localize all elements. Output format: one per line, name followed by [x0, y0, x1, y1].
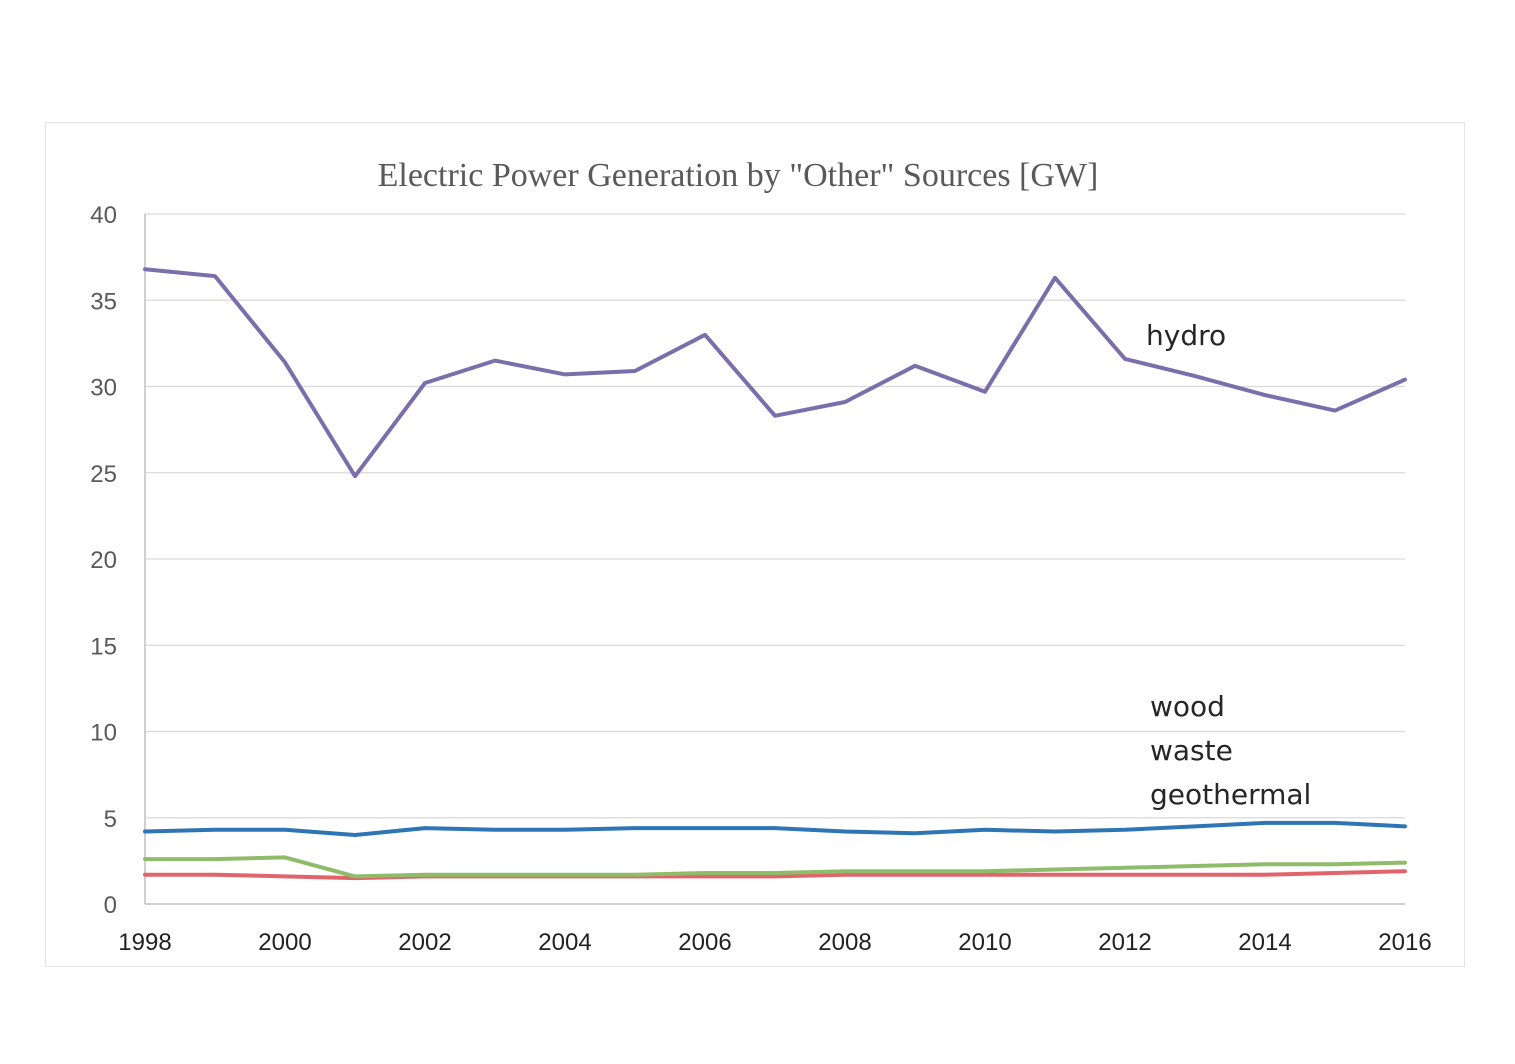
series-label-wood: wood — [1150, 690, 1225, 723]
series-line-hydro — [143, 267, 1407, 479]
y-tick-label: 0 — [104, 892, 117, 919]
x-tick-label: 2014 — [1238, 929, 1291, 956]
x-tick-label: 2008 — [818, 929, 871, 956]
x-tick-label: 2016 — [1378, 929, 1431, 956]
y-axis-ticks: 0 5 10 15 20 25 30 35 40 — [90, 202, 117, 919]
series-label-geothermal: geothermal — [1150, 778, 1311, 811]
chart-frame — [45, 122, 1465, 967]
series-line-waste — [143, 855, 1407, 879]
y-tick-label: 30 — [90, 375, 117, 402]
series-label-waste: waste — [1150, 734, 1233, 767]
x-tick-label: 1998 — [118, 929, 171, 956]
y-tick-label: 35 — [90, 288, 117, 315]
series-line-wood — [143, 820, 1407, 837]
y-tick-label: 10 — [90, 720, 117, 747]
x-tick-label: 2006 — [678, 929, 731, 956]
chart-title: Electric Power Generation by "Other" Sou… — [378, 157, 1099, 194]
x-axis-ticks: 1998 2000 2002 2004 2006 2008 2010 2012 2014 2016 — [118, 929, 1431, 956]
y-tick-label: 15 — [90, 633, 117, 660]
x-tick-label: 2012 — [1098, 929, 1151, 956]
x-tick-label: 2000 — [258, 929, 311, 956]
y-tick-label: 25 — [90, 461, 117, 488]
x-tick-label: 2010 — [958, 929, 1011, 956]
y-tick-label: 20 — [90, 547, 117, 574]
x-tick-label: 2002 — [398, 929, 451, 956]
x-tick-label: 2004 — [538, 929, 591, 956]
y-tick-label: 40 — [90, 202, 117, 229]
y-tick-label: 5 — [104, 806, 117, 833]
series-label-hydro: hydro — [1146, 319, 1226, 352]
series-layer — [143, 267, 1407, 881]
